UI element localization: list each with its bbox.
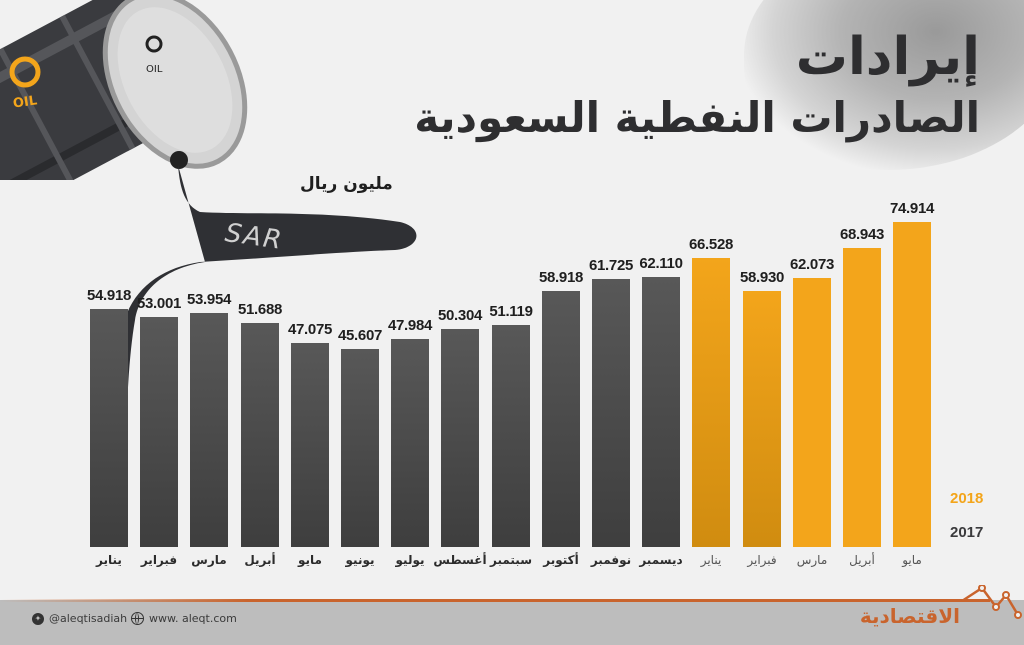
bar-2018-5 xyxy=(893,222,931,547)
ink-blot-decoration xyxy=(744,0,1024,170)
month-label: مارس xyxy=(796,553,828,567)
bar-2017-7 xyxy=(391,339,429,547)
bar-value-label: 61.725 xyxy=(588,257,634,274)
bar-value-label: 45.607 xyxy=(337,327,383,344)
bar-value-label: 50.304 xyxy=(437,307,483,324)
twitter-icon: ✦ xyxy=(32,612,44,625)
month-label: يناير xyxy=(700,553,722,567)
website-url[interactable]: www. aleqt.com xyxy=(149,612,237,625)
month-label: أكتوبر xyxy=(543,553,579,567)
month-label: أغسطس xyxy=(433,553,487,567)
month-label: مارس xyxy=(191,553,227,567)
bar-value-label: 62.073 xyxy=(789,256,835,273)
month-label: يناير xyxy=(96,553,122,567)
footer-bar xyxy=(0,600,1024,645)
bar-2017-12 xyxy=(642,277,680,547)
bar-2018-3 xyxy=(793,278,831,547)
month-label: ديسمبر xyxy=(639,553,683,567)
bar-2017-8 xyxy=(441,329,479,547)
twitter-handle[interactable]: @aleqtisadiah xyxy=(49,612,128,625)
month-label: أبريل xyxy=(849,553,875,567)
title-line-1: إيرادات xyxy=(795,27,980,87)
bar-2017-1 xyxy=(90,309,128,547)
brand-line-chart-icon xyxy=(961,585,1022,619)
bar-value-label: 51.119 xyxy=(489,303,533,320)
bar-value-label: 58.918 xyxy=(538,269,584,286)
bar-value-label: 74.914 xyxy=(889,200,935,217)
footer-twitter[interactable]: ✦ @aleqtisadiah xyxy=(32,612,127,625)
bar-value-label: 58.930 xyxy=(739,269,785,286)
month-label: أبريل xyxy=(244,553,276,567)
footer-accent-line xyxy=(0,599,990,602)
bar-2018-1 xyxy=(692,258,730,547)
bar-value-label: 66.528 xyxy=(688,236,734,253)
legend-2017: 2017 xyxy=(950,524,984,541)
brand-logo-text: الاقتصادية xyxy=(859,604,960,628)
month-label: نوفمبر xyxy=(590,553,632,567)
bar-2017-11 xyxy=(592,279,630,547)
month-label: فبراير xyxy=(140,553,178,567)
bar-2017-10 xyxy=(542,291,580,547)
footer-website[interactable]: www. aleqt.com xyxy=(131,612,237,625)
month-label: سبتمبر xyxy=(489,553,532,567)
bar-value-label: 51.688 xyxy=(237,301,283,318)
bar-2017-4 xyxy=(241,323,279,547)
month-label: مايو xyxy=(298,553,322,567)
bar-2018-4 xyxy=(843,248,881,547)
bar-value-label: 68.943 xyxy=(839,226,885,243)
bar-2017-6 xyxy=(341,349,379,547)
globe-icon xyxy=(131,612,144,625)
barrel-lid-oil-label: OIL xyxy=(146,64,163,75)
bar-2017-2 xyxy=(140,317,178,547)
bar-value-label: 54.918 xyxy=(86,287,132,304)
bar-2017-3 xyxy=(190,313,228,547)
month-label: يوليو xyxy=(395,553,425,567)
chart-title: إيرادات الصادرات النفطية السعودية xyxy=(414,26,980,146)
oil-barrel-illustration xyxy=(0,0,248,180)
bar-value-label: 62.110 xyxy=(639,255,683,272)
bar-value-label: 53.954 xyxy=(186,291,232,308)
month-label: مايو xyxy=(902,553,922,567)
unit-label: مليون ريال xyxy=(300,174,393,194)
bar-2017-9 xyxy=(492,325,530,547)
bar-value-label: 47.075 xyxy=(287,321,333,338)
bar-2017-5 xyxy=(291,343,329,547)
bar-2018-2 xyxy=(743,291,781,547)
legend-2018: 2018 xyxy=(950,490,984,507)
title-line-2: الصادرات النفطية السعودية xyxy=(414,93,980,142)
bar-value-label: 47.984 xyxy=(387,317,433,334)
bar-value-label: 53.001 xyxy=(136,295,182,312)
month-label: فبراير xyxy=(747,553,777,567)
month-label: يونيو xyxy=(345,553,375,567)
